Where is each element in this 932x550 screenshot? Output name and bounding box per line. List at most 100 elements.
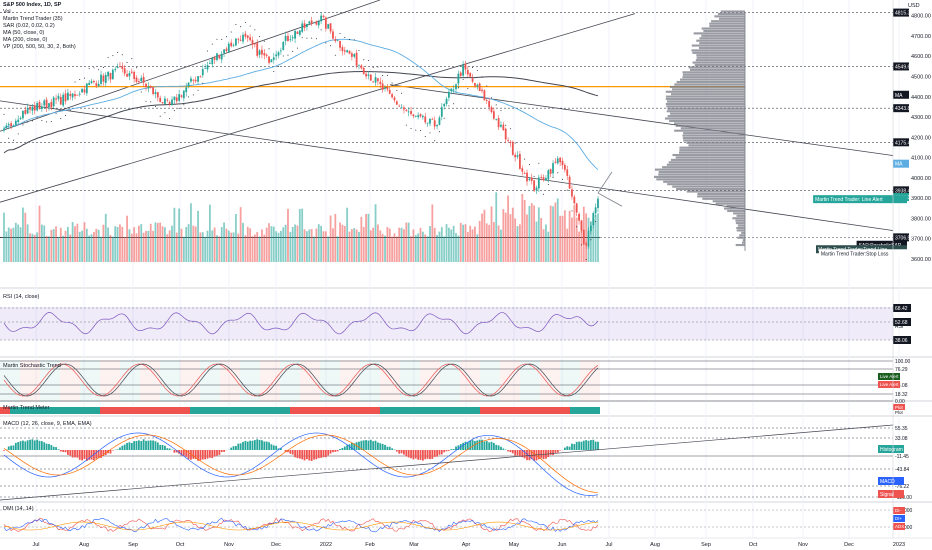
volume-bar [126, 215, 128, 262]
macd-histogram-bar [78, 450, 81, 460]
candle-body [585, 243, 588, 246]
candle-body [12, 126, 15, 127]
volume-profile-bar [676, 80, 745, 84]
volume-bar [395, 236, 398, 262]
macd-histogram-bar [346, 445, 349, 450]
volume-bar [563, 210, 566, 262]
sar-dot [476, 69, 478, 71]
candle-body [104, 74, 107, 83]
volume-bar [185, 226, 188, 262]
volume-bar [216, 235, 218, 262]
trend-meter-bar [490, 407, 500, 414]
volume-bar [261, 229, 263, 262]
volume-profile-bar [736, 214, 745, 217]
volume-bar [393, 233, 396, 262]
macd-histogram-bar [294, 450, 296, 458]
stoch-background-band [480, 360, 500, 402]
sar-dot [79, 79, 81, 81]
stoch-background-band [340, 360, 360, 402]
macd-histogram-bar [502, 448, 505, 450]
volume-bar [379, 230, 382, 262]
macd-histogram-bar [275, 445, 278, 450]
trend-meter-bar [20, 407, 30, 414]
macd-histogram-bar [343, 446, 346, 450]
candle-body [154, 92, 157, 95]
dmi-last-label: DI+ [895, 516, 903, 521]
volume-bar [367, 213, 370, 262]
trend-meter-bar [300, 407, 310, 414]
candle-body [350, 53, 353, 57]
sar-dot [17, 133, 19, 135]
candle-body [341, 47, 344, 52]
volume-bar [166, 234, 169, 262]
macd-histogram-bar [83, 450, 86, 460]
trend-meter-bar [100, 407, 110, 414]
macd-histogram-bar [521, 450, 524, 458]
volume-bar [12, 227, 15, 262]
candle-body [379, 81, 382, 84]
volume-bar [412, 229, 415, 262]
trend-meter-bar [170, 407, 180, 414]
sar-dot [244, 21, 246, 23]
candle-body [119, 65, 121, 67]
candle-body [180, 95, 183, 97]
trend-meter-bar [210, 407, 220, 414]
volume-bar [556, 198, 559, 262]
volume-bar [495, 192, 498, 262]
macd-histogram-bar [526, 450, 528, 461]
trend-meter-bar [80, 407, 90, 414]
candle-body [575, 203, 578, 213]
candle-body [159, 97, 162, 103]
sar-dot [367, 60, 369, 62]
candle-body [64, 93, 67, 102]
macd-histogram-bar [116, 449, 119, 450]
sar-dot [3, 113, 5, 115]
volume-bar [201, 232, 204, 262]
candle-body [107, 71, 110, 77]
volume-bar [268, 223, 270, 262]
stoch-background-band [60, 360, 80, 402]
time-tick-label: 2023 [893, 542, 905, 548]
candle-body [156, 92, 159, 98]
macd-histogram-bar [88, 450, 91, 460]
volume-bar [19, 227, 22, 262]
price-label-text: Martin Trend Trader:Stop Loss [821, 251, 889, 257]
macd-histogram-bar [199, 450, 202, 461]
time-tick-label: Jul [32, 542, 39, 548]
stoch-background-band [80, 360, 100, 402]
macd-histogram-bar [580, 441, 583, 450]
sar-dot [566, 189, 568, 191]
volume-profile-bar [666, 105, 745, 108]
macd-histogram-bar [208, 450, 211, 458]
macd-histogram-bar [566, 446, 569, 450]
stoch-background-band [560, 360, 580, 402]
macd-histogram-bar [301, 450, 304, 460]
candle-body [211, 58, 214, 65]
candle-body [362, 68, 365, 74]
candle-body [511, 142, 514, 155]
volume-profile-bar [663, 180, 745, 183]
sar-dot [98, 69, 100, 71]
candle-body [592, 212, 595, 226]
trend-meter-bar [160, 407, 170, 414]
macd-histogram-bar [69, 450, 72, 456]
candle-body [152, 87, 154, 94]
volume-bar [152, 230, 154, 262]
macd-histogram-bar [476, 440, 479, 450]
sar-dot [405, 124, 407, 126]
candle-body [381, 83, 384, 90]
macd-histogram-bar [130, 442, 133, 450]
macd-histogram-bar [164, 445, 166, 450]
candle-body [100, 74, 102, 84]
macd-histogram-bar [403, 450, 405, 455]
candle-body [462, 65, 465, 76]
dmi-last-label: DI- [895, 508, 902, 513]
ma200-line [3, 71, 599, 154]
macd-histogram-bar [256, 439, 259, 450]
candle-body [561, 160, 564, 166]
sar-dot [27, 121, 29, 123]
macd-histogram-bar [201, 450, 204, 460]
macd-histogram-bar [587, 440, 590, 450]
sar-dot [377, 66, 379, 68]
